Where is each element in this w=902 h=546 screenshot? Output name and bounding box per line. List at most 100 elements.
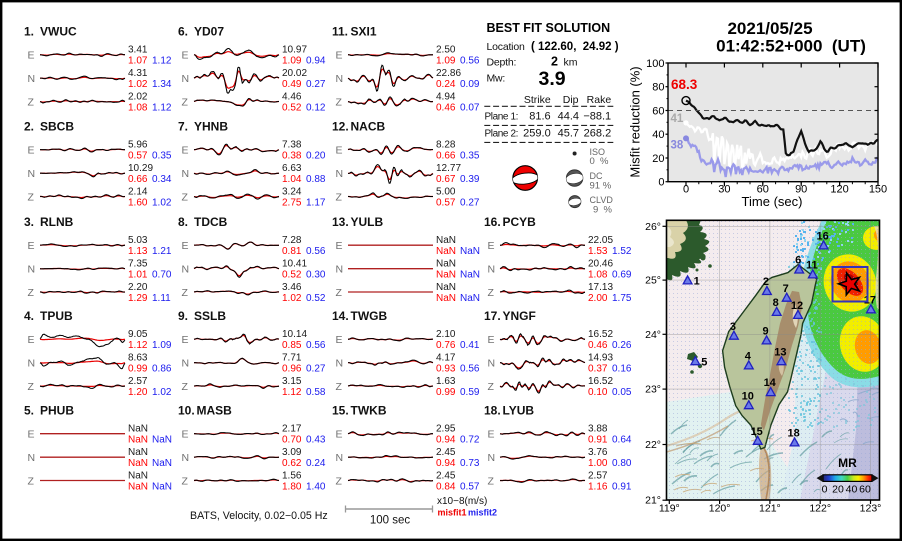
svg-text:9 %: 9 %: [593, 205, 613, 216]
svg-text:90: 90: [795, 184, 807, 196]
svg-text:Z: Z: [182, 96, 189, 108]
svg-text:0.80: 0.80: [612, 458, 632, 469]
svg-text:60: 60: [652, 106, 664, 118]
svg-text:17.: 17.: [484, 309, 501, 323]
svg-text:NaN: NaN: [128, 447, 148, 458]
svg-text:2021/05/25: 2021/05/25: [727, 19, 812, 38]
svg-text:16.52: 16.52: [588, 329, 613, 340]
svg-text:E: E: [182, 429, 189, 441]
svg-text:8: 8: [773, 297, 779, 309]
svg-text:16.52: 16.52: [588, 376, 613, 387]
svg-text:10.14: 10.14: [282, 329, 307, 340]
svg-text:1.08: 1.08: [588, 270, 608, 281]
svg-text:0.27: 0.27: [306, 79, 326, 90]
svg-text:NaN: NaN: [436, 259, 456, 270]
svg-text:100: 100: [646, 58, 664, 70]
svg-text:E: E: [336, 240, 343, 252]
svg-text:4.46: 4.46: [282, 92, 302, 103]
svg-text:4.: 4.: [24, 309, 34, 323]
svg-text:0.27: 0.27: [306, 364, 326, 375]
svg-text:20.46: 20.46: [588, 259, 613, 270]
svg-text:3.09: 3.09: [282, 447, 302, 458]
svg-text:80: 80: [652, 82, 664, 94]
svg-text:6: 6: [795, 255, 801, 267]
svg-text:NaN: NaN: [128, 471, 148, 482]
svg-text:NaN: NaN: [436, 235, 456, 246]
svg-text:E: E: [182, 240, 189, 252]
svg-text:0.69: 0.69: [612, 270, 632, 281]
svg-text:E: E: [28, 429, 35, 441]
svg-text:E: E: [488, 429, 495, 441]
svg-text:NaN: NaN: [152, 481, 172, 492]
svg-text:1.56: 1.56: [282, 471, 302, 482]
svg-text:3.41: 3.41: [128, 45, 148, 56]
svg-text:misfit2: misfit2: [468, 508, 497, 518]
svg-text:5.03: 5.03: [128, 235, 148, 246]
svg-text:0.56: 0.56: [460, 364, 480, 375]
svg-text:Z: Z: [28, 381, 35, 393]
svg-text:5.96: 5.96: [128, 140, 148, 151]
svg-text:TDCB: TDCB: [194, 215, 228, 229]
svg-text:11.: 11.: [332, 25, 348, 39]
svg-text:0.72: 0.72: [460, 435, 480, 446]
svg-text:E: E: [28, 145, 35, 157]
svg-text:Location: Location: [487, 41, 525, 53]
svg-text:MR: MR: [838, 456, 857, 470]
svg-text:1.02: 1.02: [282, 293, 302, 304]
svg-text:10.97: 10.97: [282, 45, 307, 56]
svg-text:0.20: 0.20: [306, 151, 326, 162]
svg-text:10.41: 10.41: [282, 259, 307, 270]
svg-text:Misfit reduction (%): Misfit reduction (%): [628, 66, 643, 177]
svg-text:N: N: [182, 452, 190, 464]
svg-text:SSLB: SSLB: [194, 309, 226, 323]
svg-text:YULB: YULB: [351, 215, 384, 229]
svg-text:8.28: 8.28: [436, 140, 456, 151]
svg-text:0.37: 0.37: [588, 364, 608, 375]
svg-text:24°: 24°: [645, 329, 661, 341]
svg-text:NaN: NaN: [128, 424, 148, 435]
svg-text:0.94: 0.94: [436, 458, 456, 469]
svg-text:100 sec: 100 sec: [370, 515, 411, 527]
svg-text:1.12: 1.12: [128, 340, 148, 351]
svg-text:N: N: [336, 264, 344, 276]
svg-text:NaN: NaN: [436, 270, 456, 281]
svg-text:16.: 16.: [484, 215, 501, 229]
svg-text:Depth:: Depth:: [487, 57, 517, 69]
svg-text:Z: Z: [28, 96, 35, 108]
svg-text:E: E: [488, 334, 495, 346]
svg-text:7.: 7.: [178, 120, 188, 134]
svg-text:123°: 123°: [860, 503, 882, 515]
svg-text:Plane 2:: Plane 2:: [485, 129, 519, 140]
svg-text:1.09: 1.09: [282, 56, 302, 67]
svg-text:1.29: 1.29: [128, 293, 148, 304]
svg-text:N: N: [336, 168, 344, 180]
svg-text:Plane 1:: Plane 1:: [485, 112, 519, 123]
svg-text:1.80: 1.80: [282, 481, 302, 492]
svg-text:0.76: 0.76: [436, 340, 456, 351]
svg-text:SBCB: SBCB: [40, 120, 74, 134]
svg-text:0.99: 0.99: [436, 387, 456, 398]
svg-text:40: 40: [846, 484, 858, 496]
svg-text:7.71: 7.71: [282, 353, 302, 364]
svg-text:20.02: 20.02: [282, 68, 307, 79]
svg-text:1.02: 1.02: [152, 197, 172, 208]
svg-text:14.: 14.: [332, 309, 349, 323]
svg-text:1.11: 1.11: [152, 293, 171, 304]
svg-text:2.45: 2.45: [436, 471, 456, 482]
svg-text:20: 20: [832, 484, 844, 496]
svg-text:9.05: 9.05: [128, 329, 148, 340]
svg-text:0.34: 0.34: [152, 174, 172, 185]
svg-text:1.00: 1.00: [588, 458, 608, 469]
svg-text:N: N: [488, 358, 496, 370]
svg-text:2.45: 2.45: [436, 447, 456, 458]
svg-text:N: N: [336, 358, 344, 370]
svg-text:120°: 120°: [709, 503, 731, 515]
svg-text:PCYB: PCYB: [503, 215, 537, 229]
svg-text:0.38: 0.38: [282, 151, 302, 162]
svg-text:15.: 15.: [332, 404, 349, 418]
svg-text:0: 0: [658, 177, 664, 189]
svg-text:NaN: NaN: [460, 293, 480, 304]
svg-text:3.15: 3.15: [282, 376, 302, 387]
svg-text:9: 9: [763, 326, 769, 338]
svg-text:1.40: 1.40: [306, 481, 326, 492]
